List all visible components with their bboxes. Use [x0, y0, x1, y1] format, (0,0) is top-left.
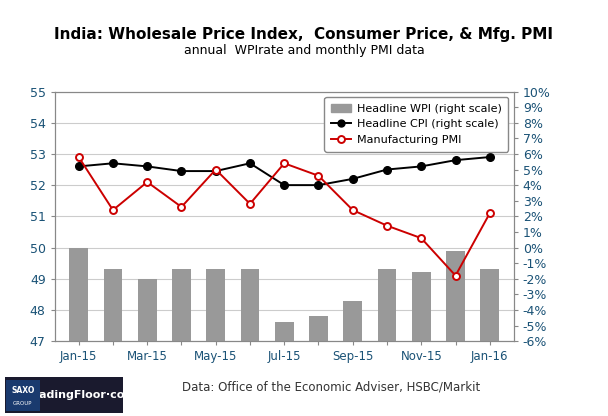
Text: Data: Office of the Economic Adviser, HSBC/Markit: Data: Office of the Economic Adviser, HS… — [182, 380, 481, 393]
Headline CPI (right scale) — [486, 154, 494, 159]
Bar — [275, 322, 294, 341]
Manufacturing PMI — [246, 201, 254, 206]
Line: Headline CPI (right scale): Headline CPI (right scale) — [75, 153, 494, 189]
Headline CPI (right scale) — [315, 183, 322, 188]
Manufacturing PMI — [75, 154, 82, 159]
Headline CPI (right scale) — [246, 161, 254, 166]
Headline CPI (right scale) — [143, 164, 151, 169]
Manufacturing PMI — [143, 179, 151, 184]
Text: SAXO: SAXO — [11, 386, 35, 395]
Manufacturing PMI — [280, 161, 288, 166]
Text: GROUP: GROUP — [13, 401, 33, 406]
Text: TradingFloor·com: TradingFloor·com — [27, 390, 136, 400]
Manufacturing PMI — [315, 173, 322, 178]
Headline CPI (right scale) — [452, 158, 459, 163]
Bar — [206, 269, 225, 341]
Bar — [69, 248, 88, 341]
Headline CPI (right scale) — [212, 168, 219, 173]
Bar — [412, 272, 430, 341]
Manufacturing PMI — [384, 223, 391, 228]
Bar — [103, 269, 122, 341]
Headline CPI (right scale) — [280, 183, 288, 188]
Headline CPI (right scale) — [384, 167, 391, 172]
Text: India: Wholesale Price Index,  Consumer Price, & Mfg. PMI: India: Wholesale Price Index, Consumer P… — [55, 27, 553, 42]
Line: Manufacturing PMI: Manufacturing PMI — [75, 154, 493, 279]
Bar — [480, 269, 499, 341]
Manufacturing PMI — [349, 208, 356, 213]
Manufacturing PMI — [418, 235, 425, 240]
Legend: Headline WPI (right scale), Headline CPI (right scale), Manufacturing PMI: Headline WPI (right scale), Headline CPI… — [325, 97, 508, 151]
Bar — [446, 250, 465, 341]
Bar — [138, 279, 157, 341]
Bar — [378, 269, 396, 341]
Headline CPI (right scale) — [109, 161, 117, 166]
Bar — [309, 316, 328, 341]
Manufacturing PMI — [212, 167, 219, 172]
Bar — [241, 269, 260, 341]
Manufacturing PMI — [452, 273, 459, 278]
Headline CPI (right scale) — [418, 164, 425, 169]
Headline CPI (right scale) — [178, 168, 185, 173]
Manufacturing PMI — [178, 205, 185, 210]
Bar — [344, 300, 362, 341]
Bar — [172, 269, 191, 341]
Headline CPI (right scale) — [75, 164, 82, 169]
Manufacturing PMI — [486, 210, 494, 215]
Manufacturing PMI — [109, 208, 117, 213]
Text: annual  WPIrate and monthly PMI data: annual WPIrate and monthly PMI data — [184, 44, 424, 57]
Headline CPI (right scale) — [349, 176, 356, 181]
